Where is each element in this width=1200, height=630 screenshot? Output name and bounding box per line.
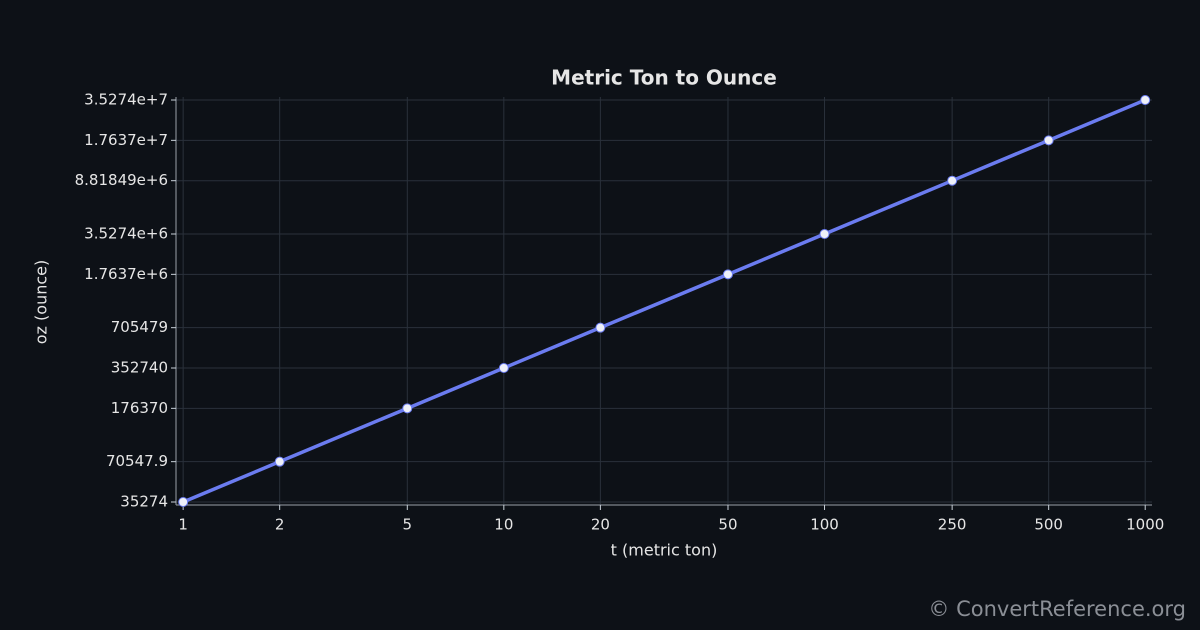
y-tick-label: 8.81849e+6 <box>75 171 168 189</box>
x-tick-label: 50 <box>718 516 737 534</box>
x-tick-label: 1 <box>178 516 188 534</box>
x-tick-label: 500 <box>1034 516 1063 534</box>
x-tick-label: 10 <box>494 516 513 534</box>
data-point <box>178 496 189 507</box>
y-tick-label: 35274 <box>120 492 168 510</box>
y-tick-label: 176370 <box>111 399 168 417</box>
x-tick-label: 100 <box>810 516 839 534</box>
watermark: © ConvertReference.org <box>928 597 1186 621</box>
y-tick-label: 70547.9 <box>106 452 168 470</box>
y-tick-label: 352740 <box>111 359 168 377</box>
chart-title: Metric Ton to Ounce <box>551 66 777 90</box>
x-tick-label: 1000 <box>1126 516 1164 534</box>
y-axis-label: oz (ounce) <box>32 260 51 344</box>
y-tick-label: 1.7637e+7 <box>84 131 168 149</box>
y-tick-label: 705479 <box>111 318 168 336</box>
data-point <box>274 456 285 467</box>
grid <box>176 97 1152 505</box>
y-tick-label: 3.5274e+7 <box>84 91 168 109</box>
data-point <box>595 322 606 333</box>
x-tick-label: 20 <box>591 516 610 534</box>
data-point <box>947 175 958 186</box>
y-tick-label: 3.5274e+6 <box>84 225 168 243</box>
data-point <box>722 269 733 280</box>
x-axis-label: t (metric ton) <box>611 541 718 560</box>
x-tick-label: 5 <box>403 516 413 534</box>
data-point <box>819 229 830 240</box>
data-point <box>1140 95 1151 106</box>
y-tick-label: 1.7637e+6 <box>84 265 168 283</box>
data-point <box>402 403 413 414</box>
x-tick-label: 250 <box>938 516 967 534</box>
x-tick-label: 2 <box>275 516 285 534</box>
data-point <box>498 363 509 374</box>
data-point <box>1043 135 1054 146</box>
series-line <box>182 98 1146 504</box>
